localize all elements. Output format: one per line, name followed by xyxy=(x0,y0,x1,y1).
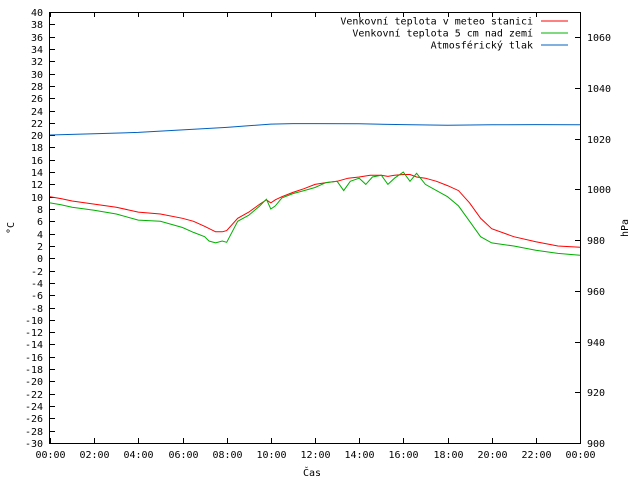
y-tick-label: -10 xyxy=(25,316,43,327)
y-tick-label: 30 xyxy=(31,70,43,81)
y-tick-label: 28 xyxy=(31,82,43,93)
y-axis-label: °C xyxy=(6,222,17,234)
y-tick-label: 16 xyxy=(31,156,43,167)
y-tick-label: 36 xyxy=(31,33,43,44)
x-tick-label: 20:00 xyxy=(477,450,507,461)
x-tick-label: 00:00 xyxy=(565,450,595,461)
y2-tick-label: 900 xyxy=(587,439,605,450)
y-tick-label: -18 xyxy=(25,365,43,376)
y-tick-label: 10 xyxy=(31,193,43,204)
y2-tick-label: 1060 xyxy=(587,33,611,44)
y2-tick-label: 940 xyxy=(587,338,605,349)
y-tick-label: 34 xyxy=(31,45,43,56)
y-tick-label: -22 xyxy=(25,390,43,401)
legend-label-2: Venkovní teplota 5 cm nad zemí xyxy=(352,28,533,40)
y-tick-label: 26 xyxy=(31,94,43,105)
series-line-3 xyxy=(49,123,581,136)
tick-labels: 00:00 02:00 04:00 06:00 08:00 10:00 12:00 14:00… xyxy=(25,8,611,461)
y-tick-label: -24 xyxy=(25,402,43,413)
series-line-1 xyxy=(49,174,581,248)
legend-label-3: Atmosférický tlak xyxy=(431,40,533,52)
y-tick-label: 6 xyxy=(37,217,43,228)
x-tick-label: 08:00 xyxy=(212,450,242,461)
x-tick-label: 22:00 xyxy=(521,450,551,461)
y-tick-label: 2 xyxy=(37,242,43,253)
y-tick-label: -26 xyxy=(25,414,43,425)
x-tick-label: 12:00 xyxy=(300,450,330,461)
y-tick-label: 40 xyxy=(31,8,43,19)
legend-label-1: Venkovní teplota v meteo stanici xyxy=(340,16,533,28)
y-tick-label: -28 xyxy=(25,427,43,438)
x-tick-label: 14:00 xyxy=(344,450,374,461)
y-tick-label: 22 xyxy=(31,119,43,130)
y-tick-label: -14 xyxy=(25,340,43,351)
y2-tick-label: 1040 xyxy=(587,84,611,95)
y-tick-label: -16 xyxy=(25,353,43,364)
plot-frame xyxy=(49,12,581,444)
y-tick-label: 12 xyxy=(31,180,43,191)
y-tick-label: 18 xyxy=(31,143,43,154)
y-tick-label: 20 xyxy=(31,131,43,142)
y-tick-label: -12 xyxy=(25,328,43,339)
y-tick-label: 14 xyxy=(31,168,43,179)
x-tick-label: 00:00 xyxy=(35,450,65,461)
x-tick-label: 02:00 xyxy=(79,450,109,461)
y2-tick-label: 960 xyxy=(587,287,605,298)
y-tick-label: 4 xyxy=(37,230,43,241)
x-tick-label: 10:00 xyxy=(256,450,286,461)
series-layer xyxy=(49,123,581,256)
legend: Venkovní teplota v meteo staniciVenkovní… xyxy=(340,16,568,52)
x-tick-label: 16:00 xyxy=(388,450,418,461)
x-tick-label: 04:00 xyxy=(123,450,153,461)
y-tick-label: 32 xyxy=(31,57,43,68)
y-tick-label: -8 xyxy=(31,304,43,315)
y-tick-label: -4 xyxy=(31,279,43,290)
y-tick-label: -20 xyxy=(25,377,43,388)
y2-tick-label: 920 xyxy=(587,388,605,399)
y-tick-label: 24 xyxy=(31,107,43,118)
y2-tick-label: 1000 xyxy=(587,185,611,196)
y2-tick-label: 1020 xyxy=(587,135,611,146)
y-tick-label: 0 xyxy=(37,254,43,265)
series-line-2 xyxy=(49,171,581,256)
y-tick-label: -2 xyxy=(31,267,43,278)
y2-axis-label: hPa xyxy=(620,219,631,237)
y-tick-label: -30 xyxy=(25,439,43,450)
x-tick-label: 06:00 xyxy=(168,450,198,461)
y-tick-label: 38 xyxy=(31,20,43,31)
y-tick-label: 8 xyxy=(37,205,43,216)
y2-tick-label: 980 xyxy=(587,236,605,247)
y-tick-label: -6 xyxy=(31,291,43,302)
x-tick-label: 18:00 xyxy=(433,450,463,461)
x-axis-label: Čas xyxy=(303,466,321,479)
